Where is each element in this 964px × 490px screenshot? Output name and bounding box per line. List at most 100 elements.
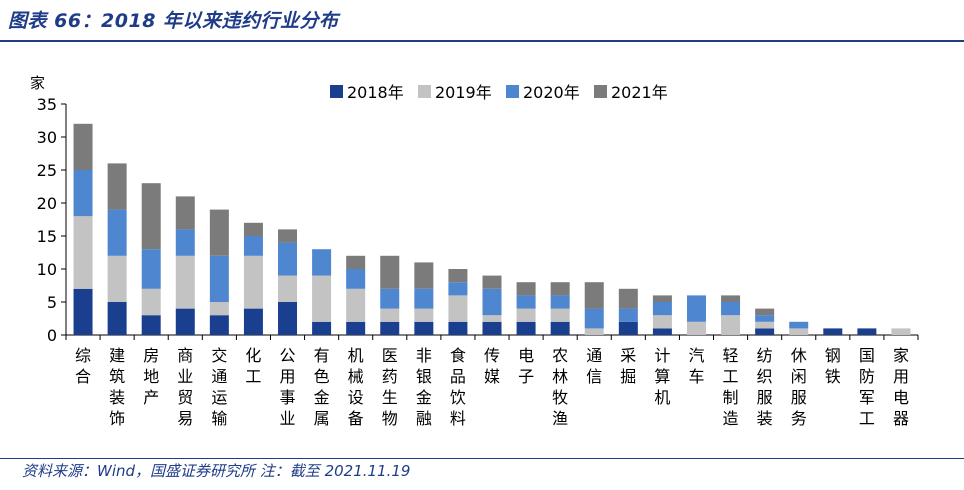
x-tick-label: 机械设备 (348, 346, 364, 428)
bar-segment (550, 282, 570, 296)
bar-segment (584, 282, 604, 309)
legend-label: 2020年 (523, 83, 580, 102)
bar-segment (107, 163, 127, 210)
x-tick-label: 建筑装饰 (109, 346, 125, 428)
x-tick-label: 化工 (245, 346, 261, 386)
bar-segment (380, 321, 400, 335)
bar-segment (755, 328, 775, 335)
chart-axes: 0 5 10 15 20 25 30 35 家 (30, 74, 919, 345)
bar-segment (278, 302, 298, 335)
x-tick-label: 采掘 (620, 346, 636, 386)
bar-segment (448, 269, 468, 283)
footer-divider (0, 458, 964, 459)
bar-segment (278, 229, 298, 243)
bar-segment (278, 275, 298, 302)
bar-segment (721, 302, 741, 316)
bar-segment (209, 209, 229, 256)
legend-swatch (330, 85, 343, 98)
x-tick-label: 农林牧渔 (552, 346, 568, 428)
bar-segment (789, 321, 809, 329)
stacked-bar-chart: 0 5 10 15 20 25 30 35 家 综合 建筑装饰 房地产 商业贸易 交通运输 化工 公用事业 有… (30, 74, 919, 428)
x-tick-label: 通信 (586, 346, 602, 386)
bar-segment (312, 321, 332, 335)
x-tick-label: 医药生物 (382, 346, 398, 428)
x-tick-label: 休闲服务 (791, 346, 807, 428)
bar-segment (755, 321, 775, 329)
legend-label: 2018年 (347, 83, 404, 102)
bar-segment (823, 328, 843, 335)
legend-swatch (418, 85, 431, 98)
bar-segment (721, 315, 741, 335)
y-tick-label: 20 (37, 194, 57, 213)
bar-segment (618, 288, 638, 309)
bar-segment (243, 255, 263, 309)
bar-segment (312, 249, 332, 276)
chart-title: 图表 66：2018 年以来违约行业分布 (8, 10, 339, 32)
bar-segment (346, 321, 366, 335)
bar-segment (73, 123, 93, 170)
bar-segment (141, 315, 161, 335)
title-divider (0, 40, 964, 42)
bar-segment (584, 328, 604, 335)
bar-segment (414, 288, 434, 309)
bar-segment (346, 269, 366, 289)
x-tick-label: 商业贸易 (177, 346, 193, 428)
bar-segment (652, 295, 672, 302)
x-tick-label: 传媒 (484, 346, 500, 386)
bar-segment (346, 288, 366, 322)
bar-segment (209, 302, 229, 316)
bar-segment (721, 295, 741, 302)
bar-segment (414, 262, 434, 289)
bar-segment (243, 308, 263, 335)
x-tick-label: 公用事业 (280, 346, 296, 428)
legend-swatch (594, 85, 607, 98)
y-tick-label: 15 (37, 227, 57, 246)
bar-segment (482, 321, 502, 335)
bar-segment (243, 222, 263, 236)
bar-segment (550, 321, 570, 335)
bar-segment (755, 315, 775, 322)
y-tick-label: 0 (47, 326, 57, 345)
bar-segment (516, 295, 536, 309)
y-tick-label: 30 (37, 128, 57, 147)
bar-segment (73, 170, 93, 217)
x-tick-label: 非银金融 (416, 346, 432, 428)
source-note: 资料来源：Wind，国盛证券研究所 注：截至 2021.11.19 (22, 462, 411, 480)
bar-segment (312, 275, 332, 322)
legend-label: 2021年 (611, 83, 668, 102)
bar-segment (175, 196, 195, 230)
x-tick-label: 家用电器 (893, 346, 909, 428)
x-tick-label: 汽车 (688, 346, 704, 386)
bar-segment (414, 308, 434, 322)
bar-segment (73, 216, 93, 289)
x-tick-label: 钢铁 (825, 346, 841, 386)
bar-segment (141, 288, 161, 316)
bar-segment (175, 229, 195, 256)
bar-segment (857, 328, 877, 335)
bar-segment (73, 288, 93, 335)
x-tick-label: 纺织服装 (757, 346, 773, 428)
bar-segment (107, 209, 127, 256)
bar-segment (686, 295, 706, 322)
bar-segment (482, 275, 502, 289)
bar-segment (380, 308, 400, 322)
bar-segment (278, 242, 298, 276)
bar-segment (209, 315, 229, 335)
bar-segment (175, 255, 195, 309)
bar-segment (243, 236, 263, 256)
bar-segment (482, 288, 502, 316)
x-tick-label: 电子 (518, 346, 534, 386)
bar-segment (209, 255, 229, 302)
bar-segment (414, 321, 434, 335)
bar-segment (107, 255, 127, 302)
bar-segment (141, 183, 161, 250)
x-tick-label: 国防军工 (859, 346, 875, 428)
bar-segment (618, 321, 638, 335)
y-axis-label: 家 (30, 74, 45, 92)
x-tick-label: 计算机 (654, 346, 670, 407)
chart-legend: 2018年 2019年 2020年 2021年 (330, 83, 668, 102)
y-tick-label: 25 (37, 161, 57, 180)
x-tick-label: 房地产 (143, 346, 159, 407)
bar-segment (346, 255, 366, 269)
bar-segment (584, 308, 604, 329)
